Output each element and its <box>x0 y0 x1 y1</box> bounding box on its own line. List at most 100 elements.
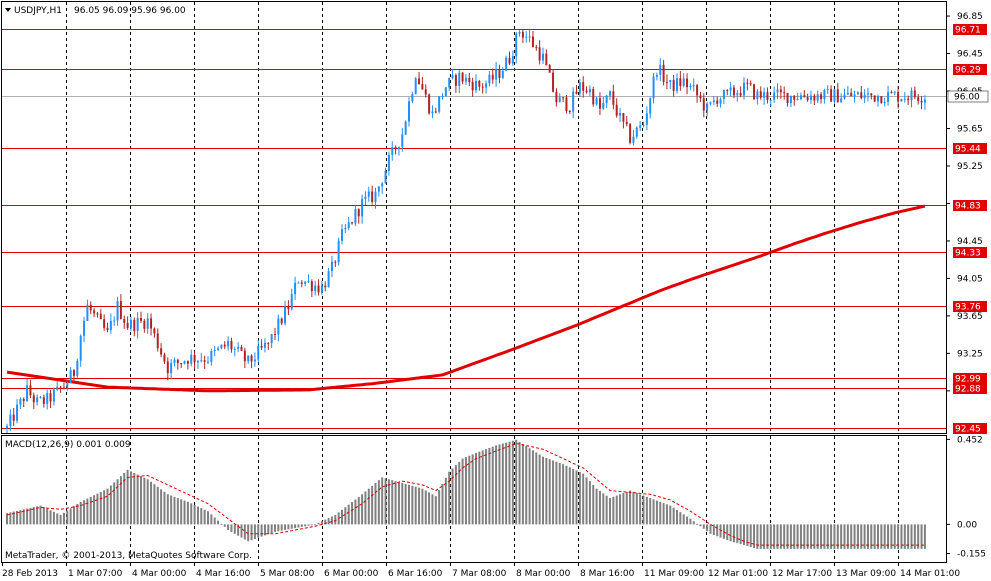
candle[interactable] <box>759 86 762 100</box>
candle[interactable] <box>833 88 836 104</box>
candle[interactable] <box>237 342 240 352</box>
candle[interactable] <box>592 86 595 107</box>
candle[interactable] <box>639 120 642 131</box>
candle[interactable] <box>716 96 719 108</box>
candle[interactable] <box>672 75 675 97</box>
candle[interactable] <box>676 73 678 94</box>
candle[interactable] <box>890 90 893 94</box>
candle[interactable] <box>870 93 873 100</box>
candle[interactable] <box>83 316 86 343</box>
candle[interactable] <box>877 94 879 107</box>
candle[interactable] <box>196 360 199 369</box>
candle[interactable] <box>454 73 457 93</box>
candle[interactable] <box>260 339 263 351</box>
candle[interactable] <box>776 83 779 100</box>
candle[interactable] <box>565 94 568 114</box>
candle[interactable] <box>518 30 521 37</box>
candle[interactable] <box>629 122 632 145</box>
candle[interactable] <box>220 344 223 350</box>
candle[interactable] <box>495 61 498 87</box>
candle[interactable] <box>193 351 196 370</box>
candle[interactable] <box>384 167 387 184</box>
candle[interactable] <box>207 356 209 365</box>
candle[interactable] <box>491 68 494 84</box>
candle[interactable] <box>528 29 531 43</box>
candle[interactable] <box>907 95 910 105</box>
candle[interactable] <box>334 260 337 268</box>
candle[interactable] <box>123 315 126 329</box>
candle[interactable] <box>89 301 92 315</box>
candle[interactable] <box>753 83 756 101</box>
candle[interactable] <box>39 395 42 399</box>
candle[interactable] <box>712 95 715 106</box>
candle[interactable] <box>582 76 585 98</box>
candle[interactable] <box>615 98 618 118</box>
candle[interactable] <box>176 358 179 370</box>
candle[interactable] <box>883 97 886 107</box>
candle[interactable] <box>327 267 330 288</box>
candle[interactable] <box>508 51 511 65</box>
candle[interactable] <box>96 311 99 318</box>
candle[interactable] <box>726 89 729 96</box>
candle[interactable] <box>109 313 112 334</box>
candle[interactable] <box>773 86 776 103</box>
candle[interactable] <box>913 86 916 100</box>
candle[interactable] <box>129 316 132 332</box>
candle[interactable] <box>190 349 193 367</box>
candle[interactable] <box>749 80 752 87</box>
candle[interactable] <box>404 120 407 136</box>
candle[interactable] <box>920 95 923 110</box>
candle[interactable] <box>351 221 354 225</box>
candle[interactable] <box>347 216 350 231</box>
candle[interactable] <box>810 90 812 104</box>
candle[interactable] <box>213 346 216 357</box>
candle[interactable] <box>722 89 725 105</box>
candle[interactable] <box>274 327 276 341</box>
candle[interactable] <box>729 81 732 97</box>
candle[interactable] <box>702 93 705 118</box>
candle[interactable] <box>706 101 709 117</box>
candle[interactable] <box>923 95 926 110</box>
triangle-down-icon[interactable] <box>5 8 11 12</box>
candle[interactable] <box>408 97 410 127</box>
candle[interactable] <box>692 78 695 92</box>
candle[interactable] <box>602 96 605 110</box>
candle[interactable] <box>240 344 243 352</box>
candle[interactable] <box>458 70 461 94</box>
candle[interactable] <box>598 92 601 115</box>
candle[interactable] <box>836 82 839 103</box>
candle[interactable] <box>183 360 186 365</box>
candle[interactable] <box>160 343 163 358</box>
candle[interactable] <box>555 88 558 107</box>
candle[interactable] <box>521 28 524 44</box>
candle[interactable] <box>49 389 52 409</box>
candle[interactable] <box>106 322 109 333</box>
candle[interactable] <box>243 347 246 369</box>
candle[interactable] <box>575 85 578 95</box>
candle[interactable] <box>679 71 682 91</box>
candle[interactable] <box>367 186 370 202</box>
candle[interactable] <box>394 145 397 155</box>
candle[interactable] <box>558 93 561 103</box>
candle[interactable] <box>428 93 431 115</box>
candle[interactable] <box>501 67 504 79</box>
candle[interactable] <box>779 85 782 99</box>
candle[interactable] <box>324 281 327 292</box>
candle[interactable] <box>250 354 253 369</box>
candle[interactable] <box>411 91 414 104</box>
candle[interactable] <box>79 334 82 367</box>
candle[interactable] <box>337 237 340 266</box>
candle[interactable] <box>669 79 672 90</box>
candle[interactable] <box>200 352 203 363</box>
candle[interactable] <box>444 86 447 97</box>
candle[interactable] <box>19 397 22 410</box>
candle[interactable] <box>585 86 588 94</box>
candle[interactable] <box>786 92 789 107</box>
candle[interactable] <box>126 316 129 330</box>
candle[interactable] <box>578 78 581 98</box>
candle[interactable] <box>830 85 833 102</box>
candle[interactable] <box>609 90 611 100</box>
candle[interactable] <box>227 336 230 351</box>
candle[interactable] <box>424 84 427 98</box>
